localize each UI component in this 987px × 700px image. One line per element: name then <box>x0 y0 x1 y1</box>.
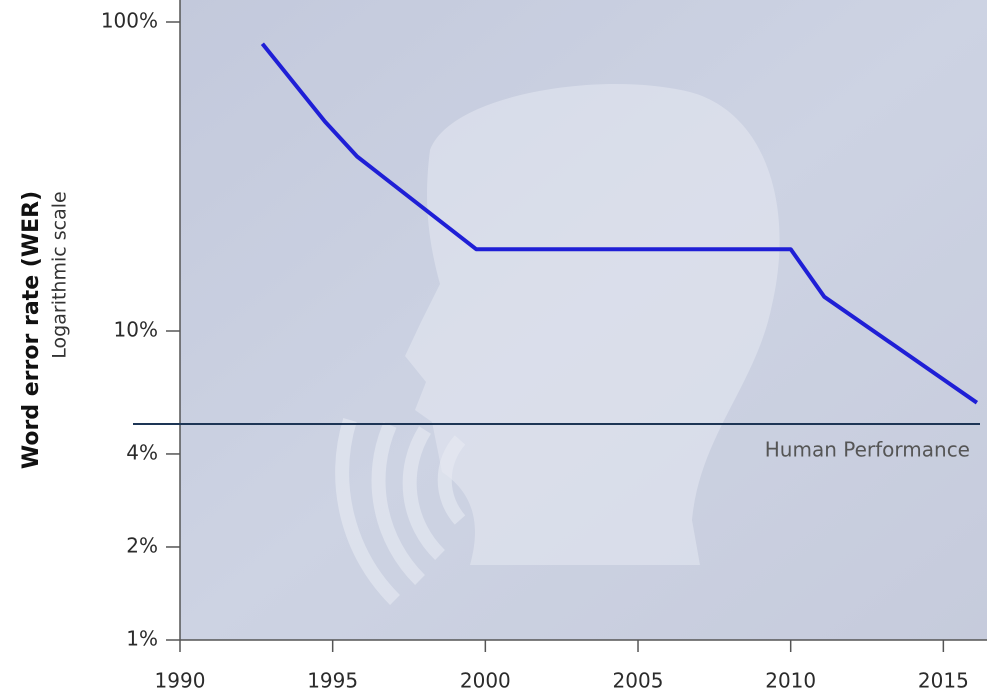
x-tick-label: 2015 <box>918 669 969 693</box>
x-tick-label: 2010 <box>765 669 816 693</box>
x-tick-label: 1990 <box>155 669 206 693</box>
y-axis-sublabel: Logarithmic scale <box>49 191 71 358</box>
y-tick-label: 1% <box>126 627 158 651</box>
head-silhouette <box>405 84 780 565</box>
x-tick-label: 1995 <box>307 669 358 693</box>
y-tick-label: 4% <box>126 440 158 464</box>
data-line <box>260 42 979 405</box>
x-tick-label: 2005 <box>613 669 664 693</box>
y-axis-label: Word error rate (WER) <box>19 191 44 469</box>
reference-label: Human Performance <box>765 438 970 462</box>
x-tick-label: 2000 <box>460 669 511 693</box>
y-tick-label: 100% <box>101 9 158 33</box>
y-tick-label: 10% <box>114 318 158 342</box>
sound-waves <box>335 417 466 605</box>
y-tick-label: 2% <box>126 533 158 557</box>
